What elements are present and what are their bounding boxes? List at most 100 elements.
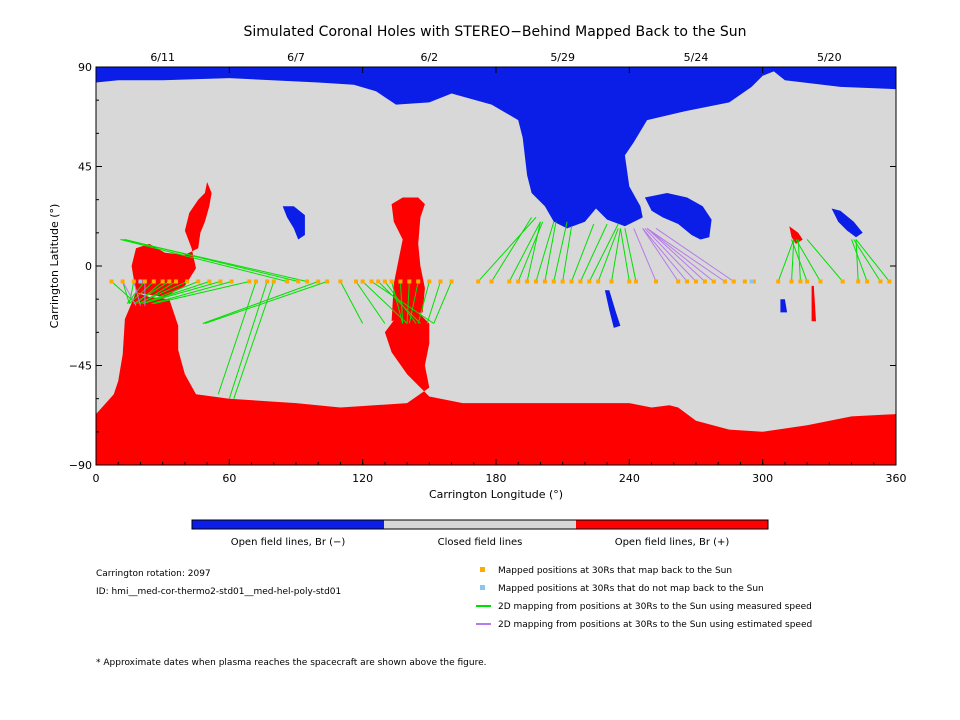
mapped-position-point — [751, 279, 756, 284]
mapped-position-point — [376, 279, 381, 284]
mapped-position-point — [516, 279, 521, 284]
measured-mapping-line — [579, 223, 608, 282]
y-axis-label: Carrington Latitude (°) — [48, 204, 61, 329]
legend-label: 2D mapping from positions at 30Rs to the… — [498, 602, 812, 612]
estimated-mapping-line — [644, 228, 697, 282]
region-blue-fragment-309 — [780, 299, 788, 313]
mapped-position-point — [694, 279, 698, 284]
mapped-position-point — [207, 279, 212, 284]
mapped-position-point — [676, 279, 681, 284]
mapped-position-point — [229, 279, 234, 284]
top-date-label: 6/7 — [287, 51, 305, 64]
mapped-position-point — [805, 279, 810, 284]
mapped-position-point — [354, 279, 358, 284]
region-positive-fragment-322 — [811, 285, 816, 322]
mapped-position-point — [316, 279, 321, 284]
measured-mapping-line — [571, 223, 595, 282]
mapped-position-point — [389, 279, 394, 284]
measured-mapping-line — [371, 281, 435, 324]
measured-mapping-line — [228, 281, 268, 399]
measured-mapping-line — [851, 239, 868, 282]
mapped-position-point — [722, 279, 727, 284]
mapped-position-point — [476, 279, 481, 284]
mapped-position-point — [398, 279, 403, 284]
measured-mapping-line — [377, 281, 421, 324]
colorbar-frame — [191, 519, 769, 530]
mapped-position-point — [507, 279, 512, 284]
measured-mapping-line — [142, 281, 199, 305]
measured-mapping-line — [791, 239, 808, 282]
mapped-position-point — [160, 279, 165, 284]
mapped-position-point — [254, 279, 258, 284]
mapped-position-point — [438, 279, 443, 284]
legend-swatch-square — [480, 567, 485, 572]
x-tick-label: 60 — [222, 472, 236, 485]
mapped-position-point — [271, 279, 276, 284]
legend-label: Mapped positions at 30Rs that map back t… — [498, 566, 732, 576]
mapped-position-point — [887, 279, 892, 284]
mapped-position-point — [654, 279, 658, 284]
measured-mapping-line — [406, 281, 410, 324]
measured-mapping-line — [399, 281, 404, 324]
top-date-label: 6/2 — [420, 51, 438, 64]
legend: Mapped positions at 30Rs that map back t… — [476, 566, 812, 630]
measured-mapping-line — [777, 239, 795, 282]
mapped-position-point — [196, 279, 201, 284]
measured-mapping-line — [597, 228, 619, 282]
measured-mapping-line — [508, 221, 541, 282]
measured-mapping-line — [408, 281, 419, 324]
estimated-mapping-line — [646, 227, 726, 282]
measured-mapping-line — [151, 280, 232, 305]
mapped-position-point — [151, 279, 156, 284]
measured-mapping-line — [142, 281, 210, 305]
mapped-position-point — [702, 279, 707, 284]
mapped-position-point — [534, 279, 538, 284]
region-small-hole-340 — [831, 208, 863, 238]
measured-mapping-line — [355, 281, 386, 324]
measured-mapping-line — [142, 280, 221, 305]
mapped-position-point — [407, 279, 412, 284]
measured-mapping-line — [340, 281, 364, 324]
y-tick-label: 90 — [78, 61, 92, 74]
estimated-mapping-line — [646, 228, 706, 282]
measured-mapping-line — [426, 281, 441, 324]
x-tick-label: 360 — [886, 472, 907, 485]
region-mid-negative-hole — [644, 193, 712, 240]
measured-mapping-line — [791, 239, 795, 282]
footnote: * Approximate dates when plasma reaches … — [96, 658, 487, 668]
mapped-position-point — [560, 279, 565, 284]
mapped-position-point — [685, 279, 690, 284]
region-south-polar-hole — [96, 292, 896, 465]
x-tick-label: 120 — [352, 472, 373, 485]
mapped-position-point — [551, 279, 556, 284]
mapped-position-point — [609, 279, 614, 284]
mapped-position-point — [427, 279, 432, 284]
mapped-position-point — [542, 279, 547, 284]
measured-mapping-line — [122, 238, 308, 282]
mapped-position-point — [856, 279, 861, 284]
x-axis: 0 60 120 180 240 300 360 — [93, 67, 907, 485]
mapped-position-point — [578, 279, 583, 284]
colorbar-open-positive — [576, 520, 768, 529]
mapped-position-point — [416, 279, 421, 284]
mapped-position-point — [711, 279, 716, 284]
unmapped-position-point — [749, 279, 754, 284]
mapped-position-point — [131, 279, 136, 284]
unmapped-position-point — [138, 279, 143, 284]
measured-mapping-line — [133, 281, 170, 305]
measured-mapping-line — [619, 228, 630, 282]
mapped-position-point — [247, 279, 252, 284]
measured-mapping-line — [202, 281, 319, 324]
estimated-mapping-line — [646, 228, 715, 282]
mapped-position-point — [596, 279, 601, 284]
measured-mapping-line — [526, 221, 541, 282]
mapped-position-point — [142, 279, 147, 284]
measured-mapping-line — [122, 281, 130, 304]
mapped-position-point — [382, 279, 387, 284]
measured-mapping-line — [611, 228, 621, 282]
measured-mapping-line — [562, 226, 573, 282]
carrington-rotation-text: Carrington rotation: 2097 — [96, 569, 211, 579]
x-axis-label: Carrington Longitude (°) — [429, 488, 563, 501]
plot-area — [95, 66, 897, 466]
legend-label: Mapped positions at 30Rs that do not map… — [498, 584, 764, 594]
